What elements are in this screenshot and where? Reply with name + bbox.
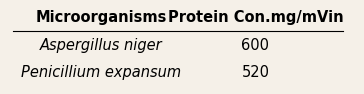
- Text: 600: 600: [241, 38, 269, 53]
- Text: 520: 520: [241, 65, 269, 80]
- Text: Penicillium expansum: Penicillium expansum: [21, 65, 181, 80]
- Text: Aspergillus niger: Aspergillus niger: [40, 38, 162, 53]
- Text: Microorganisms: Microorganisms: [35, 10, 166, 25]
- Text: Protein Con.mg/mVin: Protein Con.mg/mVin: [167, 10, 343, 25]
